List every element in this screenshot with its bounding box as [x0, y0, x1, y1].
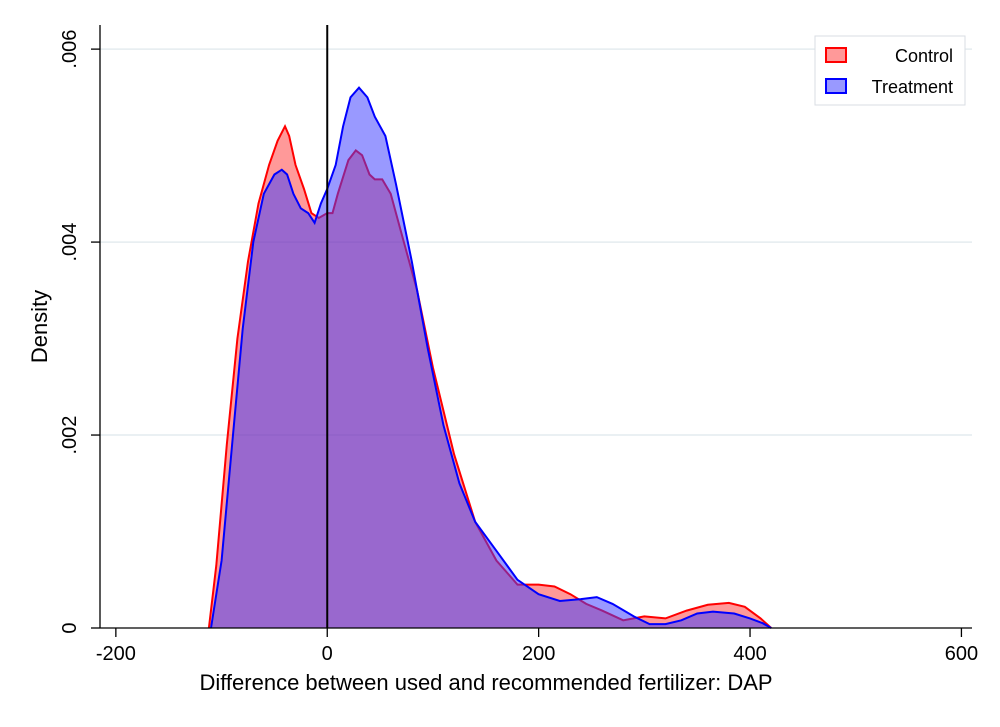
legend-label-treatment: Treatment: [872, 77, 953, 97]
y-tick-label: .002: [59, 416, 81, 455]
tick-marks-and-labels: -200 0 200 400 600 0 .002 .004 .006: [59, 30, 978, 665]
legend-swatch-treatment: [825, 78, 847, 94]
legend-label-control: Control: [895, 46, 953, 66]
grid-lines: [100, 48, 972, 436]
x-tick-label: 200: [522, 643, 555, 665]
density-line-treatment: [210, 86, 772, 629]
density-area-treatment: [210, 87, 772, 628]
y-tick-label: .004: [59, 223, 81, 262]
y-tick-label: 0: [59, 622, 81, 633]
x-tick-label: -200: [96, 643, 136, 665]
y-axis-title: Density: [27, 290, 52, 363]
x-tick-label: 600: [945, 643, 978, 665]
legend: Control Treatment: [814, 35, 966, 106]
x-axis-title: Difference between used and recommended …: [199, 670, 772, 695]
legend-swatch-control: [825, 47, 847, 63]
axes: [99, 25, 972, 629]
density-areas: [207, 86, 772, 629]
x-tick-label: 0: [322, 643, 333, 665]
x-tick-label: 400: [733, 643, 766, 665]
y-tick-label: .006: [59, 30, 81, 69]
